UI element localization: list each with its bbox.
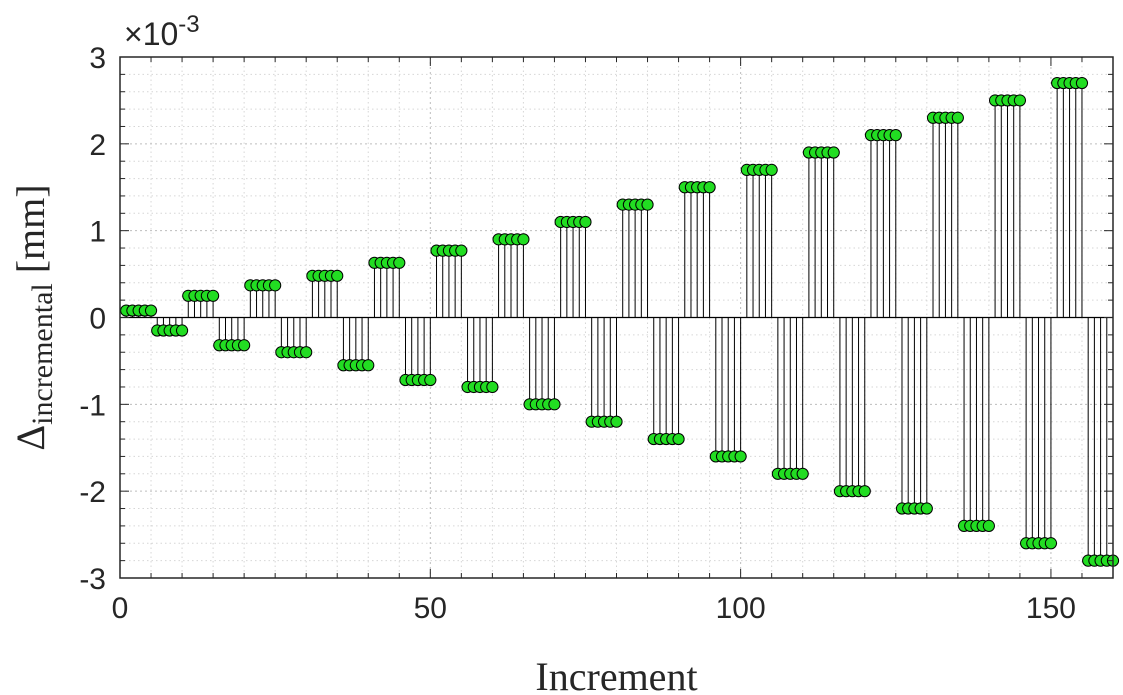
stem-marker [455,244,468,257]
y-tick-label: 1 [89,216,106,249]
y-exponent-label: ×10-3 [124,11,200,52]
y-axis-label: Δincremental [mm] [8,184,59,450]
x-tick-label: 50 [414,592,447,625]
stem-marker [734,450,747,463]
stem-marker [1075,76,1089,90]
stem-marker [765,163,778,176]
y-tick-label: -1 [79,389,106,422]
stem-marker [206,289,220,302]
stem-marker [300,346,313,359]
stem-marker [641,198,654,211]
y-axis-label-unit: [mm] [8,184,53,273]
y-tick-label: -2 [79,476,106,509]
x-tick-label: 100 [716,592,766,625]
y-tick-label: 0 [89,303,106,336]
stems [125,83,1114,561]
stem-marker [920,502,933,515]
stem-marker [579,215,592,229]
stem-marker [1013,94,1027,107]
stem-marker [362,359,375,372]
stem-marker [858,485,871,498]
y-tick-label: -3 [79,563,106,596]
stem-marker [951,111,964,124]
stem-marker [672,432,685,446]
x-tick-label: 0 [112,592,129,625]
stem-marker [331,269,344,282]
stem-marker [703,181,716,194]
y-tick-label: 2 [89,129,106,162]
y-axis-label-symbol: Δ [8,425,53,451]
stem-marker [610,415,623,428]
y-exponent-power: -3 [178,11,199,38]
stem-marker [144,304,158,317]
stem-marker [393,256,406,269]
stem-marker [982,519,995,533]
x-tick-label: 150 [1026,592,1076,625]
stem-marker [548,398,561,411]
ticks: 0 50 100 150 -3 -2 -1 0 1 2 3 [79,42,1113,625]
y-exponent-prefix: ×10 [124,16,178,52]
stem-marker [175,324,189,337]
markers [120,76,1120,567]
stem-marker [827,146,840,159]
y-axis-label-subscript: incremental [26,283,59,425]
stem-marker [424,373,437,387]
stem-marker [796,467,809,480]
stem-marker [517,233,530,246]
stem-marker [269,279,282,292]
y-tick-label: 3 [89,42,106,75]
stem-marker [486,380,499,394]
stem-marker [1044,537,1058,550]
stem-marker [238,339,251,352]
x-axis-label: Increment [535,654,697,695]
stem-marker [889,129,902,142]
